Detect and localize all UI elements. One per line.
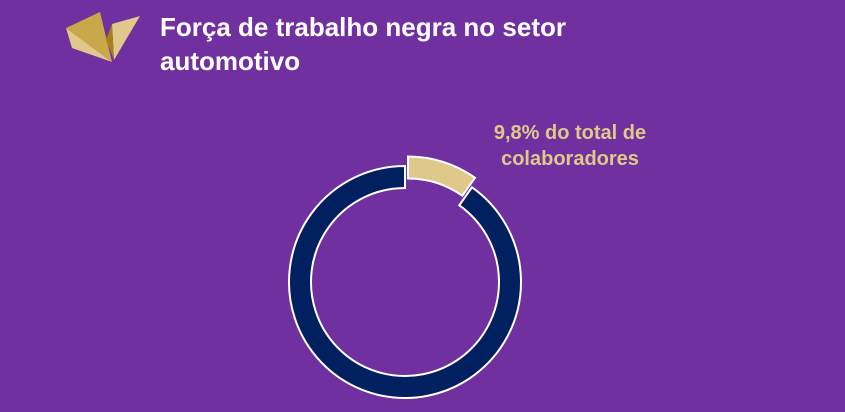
donut-segment — [288, 164, 522, 399]
donut-segment — [407, 155, 477, 198]
logo — [66, 12, 140, 62]
chart-title: Força de trabalho negra no setor automot… — [160, 12, 566, 76]
data-label: 9,8% do total de colaboradores — [493, 122, 647, 170]
